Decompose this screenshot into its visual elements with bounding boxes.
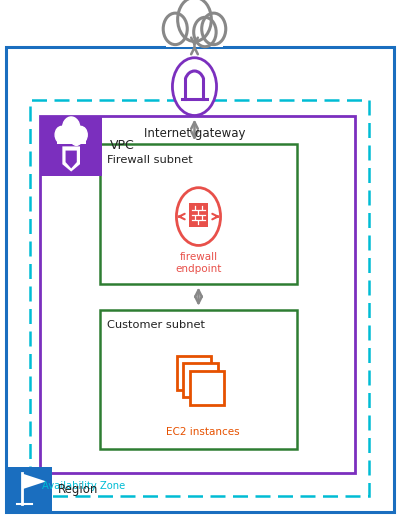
Polygon shape — [22, 474, 46, 489]
FancyBboxPatch shape — [6, 47, 394, 512]
FancyBboxPatch shape — [57, 134, 85, 144]
Circle shape — [172, 58, 217, 116]
FancyBboxPatch shape — [176, 356, 211, 390]
Text: Firewall subnet: Firewall subnet — [107, 155, 193, 165]
FancyBboxPatch shape — [166, 27, 223, 47]
Circle shape — [194, 17, 216, 47]
FancyBboxPatch shape — [40, 116, 102, 176]
Circle shape — [202, 13, 226, 45]
Circle shape — [178, 0, 211, 41]
Text: Region: Region — [58, 483, 99, 496]
Polygon shape — [65, 151, 77, 169]
FancyBboxPatch shape — [184, 363, 217, 397]
Circle shape — [62, 117, 80, 140]
FancyBboxPatch shape — [189, 203, 208, 227]
Text: Availability Zone: Availability Zone — [42, 481, 126, 491]
Text: Customer subnet: Customer subnet — [107, 320, 205, 330]
Circle shape — [74, 127, 87, 143]
Circle shape — [71, 130, 83, 145]
Circle shape — [55, 127, 68, 143]
FancyBboxPatch shape — [100, 310, 297, 449]
Text: Internet gateway: Internet gateway — [144, 127, 245, 140]
FancyBboxPatch shape — [190, 371, 225, 405]
FancyBboxPatch shape — [100, 144, 297, 284]
FancyBboxPatch shape — [6, 467, 52, 512]
Text: EC2 instances: EC2 instances — [166, 427, 239, 437]
Circle shape — [163, 13, 187, 45]
FancyBboxPatch shape — [40, 116, 355, 472]
Text: VPC: VPC — [109, 139, 134, 152]
Text: firewall
endpoint: firewall endpoint — [175, 253, 222, 274]
Polygon shape — [63, 146, 80, 172]
Circle shape — [176, 188, 221, 246]
